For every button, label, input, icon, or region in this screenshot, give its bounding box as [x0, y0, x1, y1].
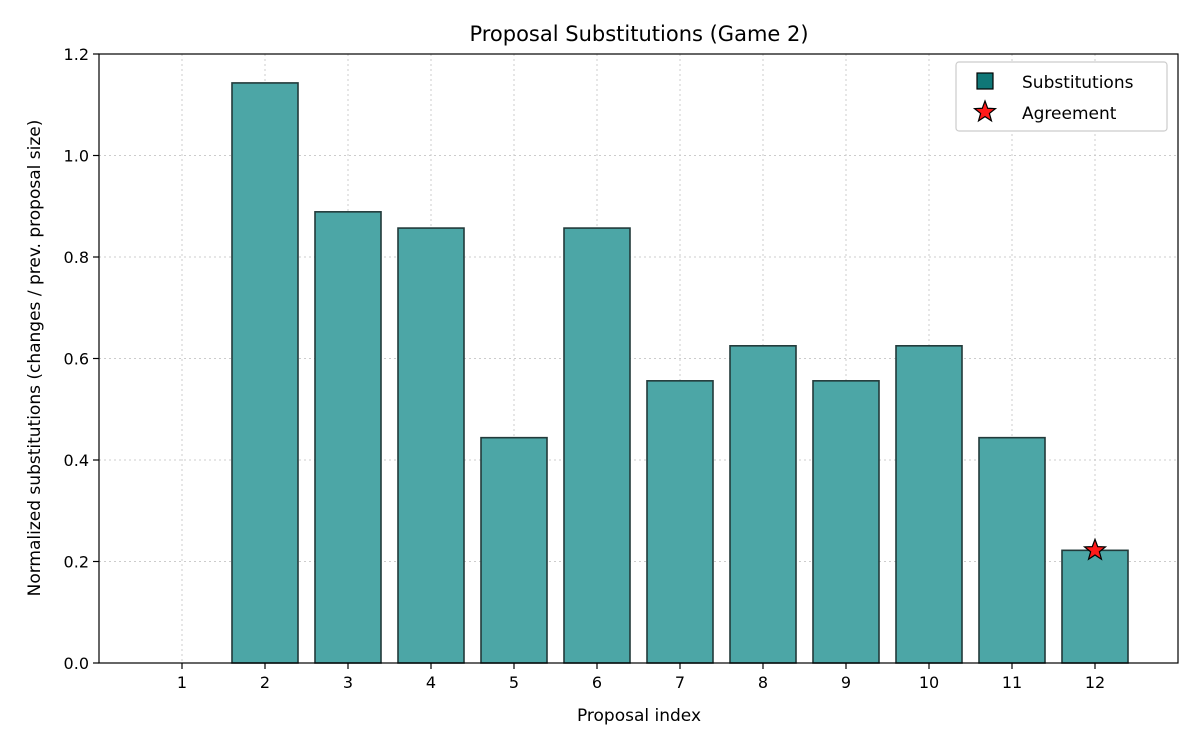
legend-star-icon: [972, 99, 998, 123]
y-axis-label: Normalized substitutions (changes / prev…: [25, 120, 45, 597]
x-tick-label: 3: [343, 673, 353, 692]
y-tick-label: 0.2: [64, 553, 89, 572]
x-tick-label: 5: [509, 673, 519, 692]
x-tick-label: 10: [919, 673, 939, 692]
bar-7: [646, 380, 714, 664]
bar-11: [978, 436, 1046, 664]
x-tick-label: 7: [675, 673, 685, 692]
x-tick-label: 12: [1085, 673, 1105, 692]
agreement-layer: [1082, 537, 1108, 561]
x-tick-label: 4: [426, 673, 436, 692]
legend-label-substitutions: Substitutions: [1022, 73, 1134, 93]
bar-9: [812, 380, 880, 664]
x-axis: 1 2 3 4 5 6 7 8 9 10 11 12: [177, 663, 1105, 692]
x-tick-label: 2: [260, 673, 270, 692]
y-tick-label: 1.0: [64, 147, 89, 166]
x-tick-label: 8: [758, 673, 768, 692]
bar-4: [397, 227, 465, 664]
bars-group: [231, 82, 1129, 664]
bar-12: [1061, 549, 1129, 664]
y-tick-label: 0.6: [64, 350, 89, 369]
bar-10: [895, 345, 963, 664]
y-tick-label: 0.0: [64, 654, 89, 673]
legend: Substitutions Agreement: [955, 61, 1168, 132]
agreement-star-marker: [1082, 537, 1108, 561]
legend-label-agreement: Agreement: [1022, 104, 1117, 124]
x-tick-label: 11: [1002, 673, 1022, 692]
bar-6: [563, 227, 631, 664]
y-tick-label: 0.8: [64, 248, 89, 267]
x-axis-label: Proposal index: [577, 706, 701, 726]
bar-5: [480, 436, 548, 664]
legend-box: [955, 61, 1168, 132]
y-tick-label: 1.2: [64, 45, 89, 64]
legend-square-icon: [976, 72, 994, 90]
x-tick-label: 1: [177, 673, 187, 692]
bar-3: [314, 211, 382, 664]
y-tick-label: 0.4: [64, 451, 89, 470]
bar-8: [729, 345, 797, 664]
chart-title: Proposal Substitutions (Game 2): [469, 22, 808, 46]
bar-2: [231, 82, 299, 664]
x-tick-label: 9: [841, 673, 851, 692]
y-axis: 0.0 0.2 0.4 0.6 0.8 1.0 1.2: [64, 45, 99, 673]
x-tick-label: 6: [592, 673, 602, 692]
